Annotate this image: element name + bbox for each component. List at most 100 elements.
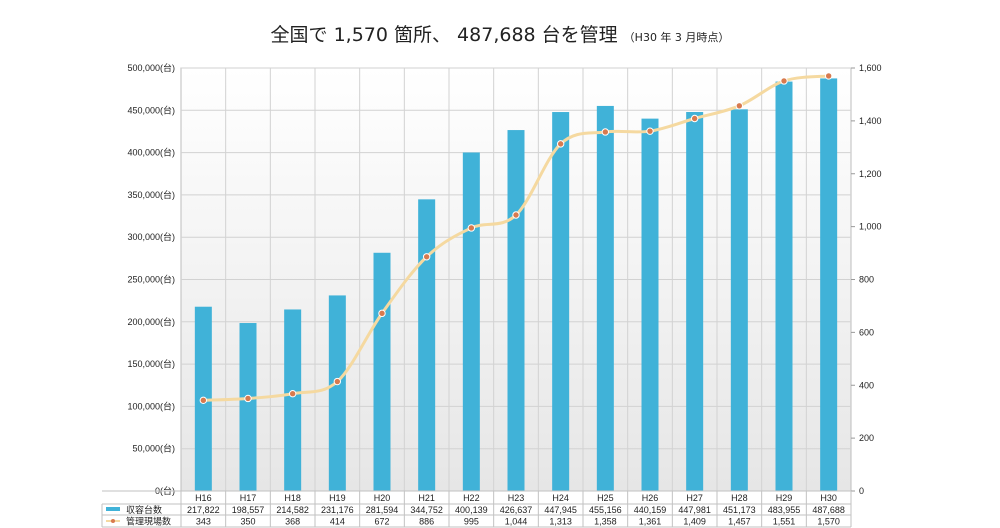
line-value-label: 1,361 xyxy=(639,517,662,527)
bar-value-label: 426,637 xyxy=(500,505,533,515)
x-category-label: H18 xyxy=(284,493,301,503)
x-category-label: H30 xyxy=(820,493,837,503)
x-category-label: H28 xyxy=(731,493,748,503)
line-point-H21 xyxy=(422,253,431,261)
bar-value-label: 487,688 xyxy=(812,505,845,515)
bar-H21 xyxy=(418,199,436,491)
y-left-tick-label: 350,000(台) xyxy=(127,189,175,200)
line-value-label: 1,313 xyxy=(549,517,572,527)
x-category-label: H21 xyxy=(418,493,435,503)
bar-H23 xyxy=(507,130,525,491)
line-value-label: 343 xyxy=(196,517,211,527)
bar-H28 xyxy=(730,109,748,491)
y-right-tick-label: 0 xyxy=(859,486,864,496)
x-category-label: H17 xyxy=(240,493,257,503)
line-value-label: 672 xyxy=(374,517,389,527)
line-point-H17 xyxy=(244,394,252,403)
bar-value-label: 447,981 xyxy=(678,505,711,515)
bar-H22 xyxy=(462,152,480,491)
y-left-tick-label: 50,000(台) xyxy=(132,443,175,454)
line-series xyxy=(199,72,833,405)
x-category-label: H20 xyxy=(374,493,391,503)
x-category-label: H16 xyxy=(195,493,212,503)
y-right-tick-label: 1,400 xyxy=(859,116,882,126)
bar-value-label: 217,822 xyxy=(187,505,220,515)
bar-H20 xyxy=(373,252,391,491)
line-value-label: 1,457 xyxy=(728,517,751,527)
line-value-label: 368 xyxy=(285,517,300,527)
bar-value-label: 344,752 xyxy=(410,505,443,515)
x-category-label: H19 xyxy=(329,493,346,503)
bar-value-label: 281,594 xyxy=(366,505,399,515)
chart-title: 全国で 1,570 箇所、 487,688 台を管理 （H30 年 3 月時点） xyxy=(0,20,1000,47)
bar-H26 xyxy=(641,118,659,491)
y-right-tick-label: 800 xyxy=(859,275,874,285)
line-value-label: 1,570 xyxy=(817,517,840,527)
line-point-H27 xyxy=(690,114,699,123)
chart-title-subtitle: （H30 年 3 月時点） xyxy=(623,31,730,44)
bar-value-label: 451,173 xyxy=(723,505,756,515)
y-right-tick-label: 200 xyxy=(859,433,874,443)
bar-H29 xyxy=(775,81,793,492)
legend-label-bar: 収容台数 xyxy=(126,504,162,515)
y-left-tick-label: 150,000(台) xyxy=(127,358,175,369)
bar-value-label: 214,582 xyxy=(276,505,309,515)
legend-label-line: 管理現場数 xyxy=(126,516,171,527)
bar-value-label: 231,176 xyxy=(321,505,354,515)
x-category-label: H26 xyxy=(642,493,659,503)
y-left-tick-label: 500,000(台) xyxy=(127,62,175,73)
bar-value-label: 447,945 xyxy=(544,505,577,515)
bar-H17 xyxy=(239,323,257,491)
bar-value-label: 455,156 xyxy=(589,505,622,515)
y-left-tick-label: 250,000(台) xyxy=(127,274,175,285)
line-point-H24 xyxy=(556,140,565,148)
y-left-tick-label: 400,000(台) xyxy=(127,147,175,158)
y-left-tick-label: 200,000(台) xyxy=(127,316,175,327)
legend-key-marker xyxy=(111,519,115,523)
data-table: H16 H17 H18 H19 H20 H21 H22 H23 H24 H25 H26 H27 H28 H… xyxy=(101,490,852,528)
bar-series xyxy=(194,78,838,492)
y-left-tick-label: 300,000(台) xyxy=(127,231,175,242)
x-category-label: H23 xyxy=(508,493,525,503)
y-left-tick-label: 450,000(台) xyxy=(127,104,175,115)
x-category-label: H24 xyxy=(552,493,569,503)
x-category-label: H25 xyxy=(597,493,614,503)
bar-value-label: 440,159 xyxy=(634,505,667,515)
bar-H19 xyxy=(328,295,346,491)
line-point-H28 xyxy=(735,102,744,110)
line-point-H30 xyxy=(824,72,833,80)
line-point-H26 xyxy=(646,127,654,135)
line-point-H25 xyxy=(601,128,610,136)
line-point-H23 xyxy=(512,211,520,219)
line-value-label: 995 xyxy=(464,517,479,527)
x-category-label: H29 xyxy=(776,493,793,503)
line-value-label: 1,044 xyxy=(505,517,528,527)
line-point-H29 xyxy=(780,77,788,85)
line-point-H18 xyxy=(288,390,297,398)
line-value-label: 350 xyxy=(240,517,255,527)
line-point-H19 xyxy=(333,377,342,386)
y-left-tick-label: 100,000(台) xyxy=(127,400,175,411)
line-value-label: 1,551 xyxy=(773,517,796,527)
line-value-label: 1,358 xyxy=(594,517,617,527)
bar-value-label: 483,955 xyxy=(768,505,801,515)
y-right-tick-label: 600 xyxy=(859,327,874,337)
bar-H18 xyxy=(284,309,302,491)
line-value-label: 414 xyxy=(330,517,345,527)
line-point-H22 xyxy=(467,224,476,232)
line-point-H20 xyxy=(378,309,386,318)
chart-title-main: 全国で 1,570 箇所、 487,688 台を管理 xyxy=(270,24,618,46)
bar-H25 xyxy=(596,105,614,492)
bar-H27 xyxy=(686,112,704,492)
bar-H30 xyxy=(820,78,838,491)
legend-key-bar xyxy=(106,507,120,511)
bar-value-label: 198,557 xyxy=(232,505,265,515)
bar-H24 xyxy=(552,112,570,492)
line-value-label: 886 xyxy=(419,517,434,527)
y-right-tick-label: 1,000 xyxy=(859,222,882,232)
bar-value-label: 400,139 xyxy=(455,505,488,515)
line-point-H16 xyxy=(199,396,208,405)
y-right-tick-label: 1,200 xyxy=(859,169,882,179)
x-category-label: H22 xyxy=(463,493,480,503)
